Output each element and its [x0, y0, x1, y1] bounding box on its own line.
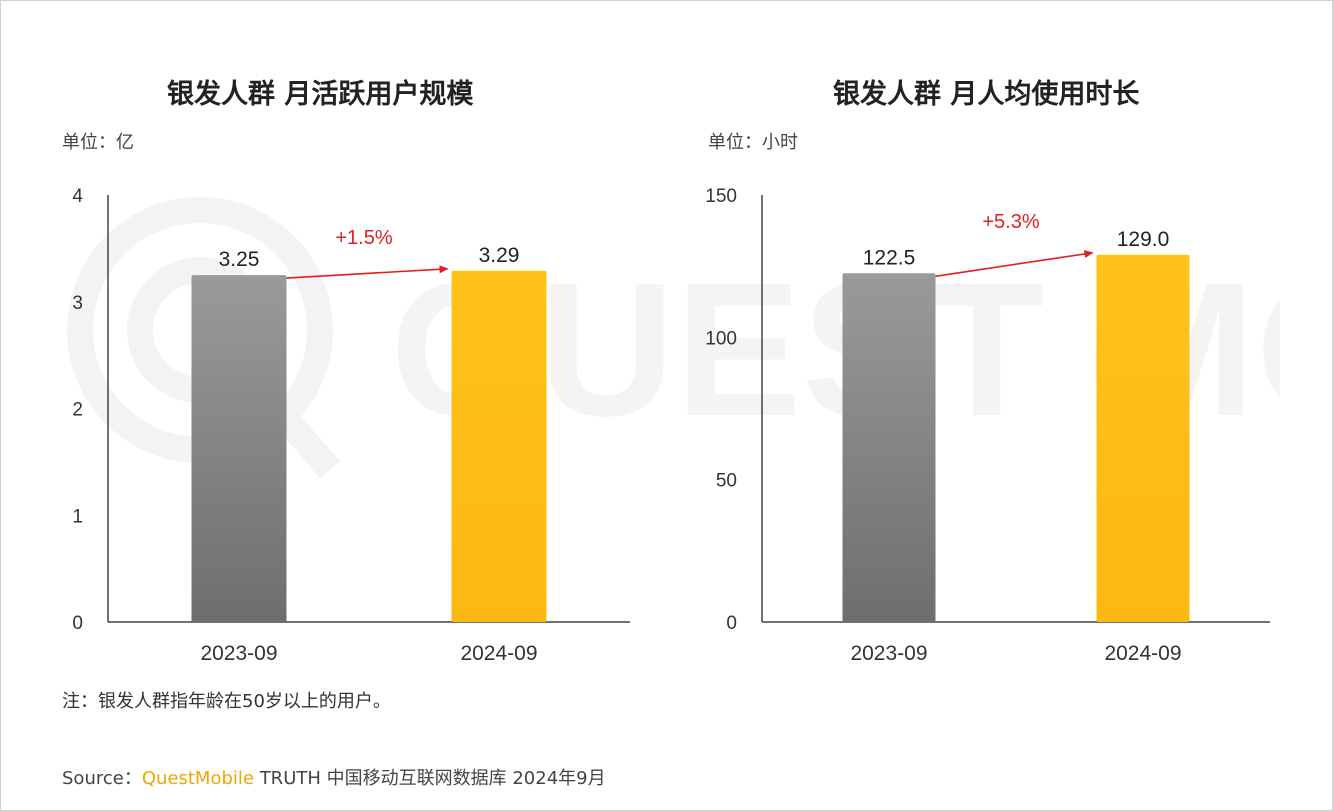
- chart2-bar-2024-09: [1096, 254, 1190, 622]
- chart2-growth-arrow: [935, 250, 1094, 278]
- chart1-growth-arrow: [286, 265, 449, 279]
- chart1-category-label: 2024-09: [460, 642, 537, 665]
- chart2-ytick-label: 150: [705, 186, 737, 207]
- footnote: 注：银发人群指年龄在50岁以上的用户。: [62, 691, 391, 712]
- chart1-ytick-label: 3: [72, 293, 83, 314]
- source-line: Source：QuestMobile TRUTH 中国移动互联网数据库 2024…: [62, 764, 606, 790]
- chart2-ytick-label: 50: [716, 471, 737, 492]
- chart2-ytick-label: 0: [726, 613, 737, 634]
- chart1-bar-2023-09: [191, 275, 287, 622]
- chart1-unit: 单位：亿: [62, 132, 134, 153]
- chart1-growth-label: +1.5%: [335, 227, 392, 249]
- chart2-plot: 0 50 100 150 122.5 2023-09 129.0 2024-09 +5.3%: [705, 186, 1270, 665]
- chart1-ytick-label: 2: [72, 400, 83, 421]
- chart1-value-label: 3.29: [479, 244, 520, 267]
- chart2-value-label: 129.0: [1117, 228, 1170, 251]
- chart2-unit: 单位：小时: [708, 132, 798, 153]
- chart2-value-label: 122.5: [863, 246, 916, 269]
- chart1-bar-2024-09: [451, 270, 547, 622]
- chart2-growth-label: +5.3%: [982, 211, 1039, 233]
- chart2-bar-2023-09: [842, 273, 936, 622]
- source-rest: TRUTH 中国移动互联网数据库 2024年9月: [253, 768, 606, 789]
- chart2-title: 银发人群 月人均使用时长: [833, 79, 1140, 110]
- chart1-ytick-label: 4: [72, 186, 83, 207]
- chart2-category-label: 2023-09: [850, 642, 927, 665]
- chart1-ytick-label: 0: [72, 613, 83, 634]
- chart1-plot: 0 1 2 3 4 3.25 2023-09 3.29 2024-09 +1.5%: [72, 186, 630, 665]
- chart1-title: 银发人群 月活跃用户规模: [167, 79, 474, 110]
- chart2-ytick-label: 100: [705, 328, 737, 349]
- chart2-category-label: 2024-09: [1104, 642, 1181, 665]
- chart1-value-label: 3.25: [219, 248, 260, 271]
- source-prefix: Source：: [62, 768, 142, 789]
- chart1-ytick-label: 1: [72, 506, 83, 527]
- source-brand: QuestMobile: [141, 768, 254, 789]
- chart1-category-label: 2023-09: [200, 642, 277, 665]
